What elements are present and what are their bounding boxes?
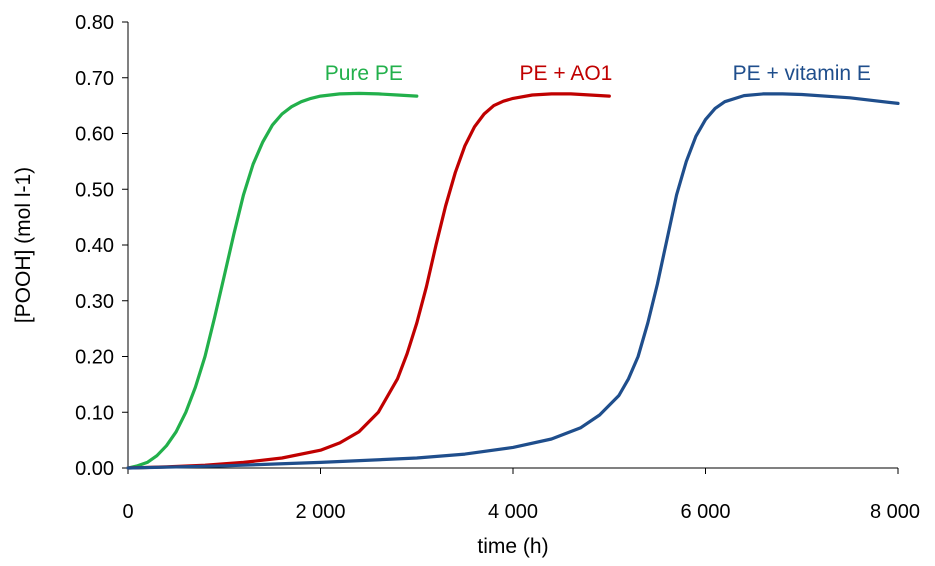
x-axis-label: time (h): [477, 535, 548, 558]
y-tick-label: 0.60: [75, 124, 114, 146]
series-line-pure-pe: [126, 91, 419, 470]
y-axis-label: [POOH] (mol l-1): [12, 167, 35, 323]
y-tick-label: 0.10: [75, 402, 114, 424]
x-tick-label: 4 000: [488, 501, 538, 523]
y-tick-label: 0.00: [75, 458, 114, 480]
y-tick-label: 0.20: [75, 347, 114, 369]
series-label: Pure PE: [325, 62, 403, 85]
x-tick-label: 2 000: [295, 501, 345, 523]
series-labels: Pure PE PE + AO1 PE + vitamin E: [325, 62, 871, 85]
y-tick-label: 0.70: [75, 68, 114, 90]
x-tick-label: 6 000: [680, 501, 730, 523]
x-tick-label: 8 000: [870, 501, 920, 523]
series-label: PE + vitamin E: [733, 62, 871, 85]
series-label: PE + AO1: [520, 62, 613, 85]
series-line-pe-vitamin-e: [126, 92, 900, 470]
y-axis-ticks: 0.00 0.10 0.20 0.30 0.40 0.50 0.60 0.70 0.80: [75, 12, 128, 480]
x-axis-ticks: 0 2 000 4 000 6 000 8 000: [122, 468, 920, 523]
y-tick-label: 0.80: [75, 12, 114, 34]
x-tick-label: 0: [122, 501, 133, 523]
series-line-pe-ao1: [126, 92, 611, 470]
y-tick-label: 0.40: [75, 235, 114, 257]
y-tick-label: 0.30: [75, 291, 114, 313]
y-tick-label: 0.50: [75, 179, 114, 201]
series-lines: [126, 91, 900, 470]
